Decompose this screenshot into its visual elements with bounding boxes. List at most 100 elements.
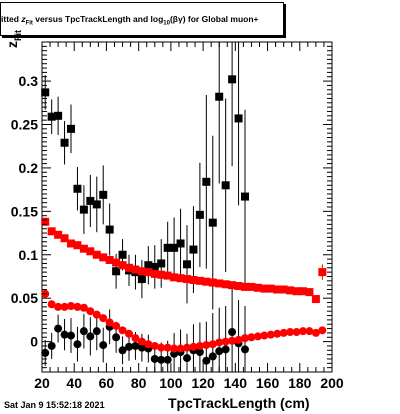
square-marker (60, 234, 69, 243)
square-marker (99, 253, 108, 262)
square-marker (234, 114, 243, 123)
circle-marker (305, 327, 314, 336)
circle-marker (118, 326, 127, 335)
square-marker (112, 267, 121, 276)
square-marker (105, 225, 114, 234)
square-marker (125, 263, 133, 272)
circle-marker (260, 331, 269, 340)
square-marker (266, 284, 275, 293)
square-marker (163, 271, 172, 280)
timestamp: Sat Jan 9 15:52:18 2021 (4, 400, 105, 410)
circle-marker (266, 330, 275, 339)
square-marker (183, 260, 191, 269)
circle-marker (241, 345, 249, 354)
circle-marker (292, 328, 301, 337)
circle-marker (163, 343, 172, 352)
square-marker (150, 269, 159, 278)
circle-marker (195, 341, 204, 350)
square-marker (234, 282, 243, 291)
circle-marker (286, 328, 295, 337)
circle-marker (144, 340, 153, 349)
square-marker (60, 138, 69, 147)
square-marker (170, 273, 179, 282)
square-marker (144, 268, 153, 277)
circle-marker (118, 346, 127, 355)
circle-marker (202, 356, 211, 365)
circle-marker (79, 327, 88, 336)
square-marker (202, 177, 211, 186)
title-log-sub: 10 (163, 20, 170, 27)
circle-marker (311, 328, 320, 337)
circle-marker (73, 340, 82, 349)
square-marker (208, 218, 217, 227)
square-marker (67, 239, 75, 248)
y-tick-label: 0.15 (11, 203, 38, 219)
circle-marker (183, 343, 191, 352)
y-axis-label: zFit (4, 30, 23, 48)
circle-marker (253, 332, 262, 341)
circle-marker (221, 345, 230, 354)
circle-marker (183, 354, 191, 363)
square-marker (47, 227, 56, 236)
x-tick-label: 80 (131, 375, 147, 391)
circle-marker (105, 318, 114, 327)
square-marker (41, 88, 50, 97)
circle-marker (79, 303, 88, 312)
title-pre: itted (1, 14, 22, 24)
square-marker (279, 285, 288, 294)
square-marker (99, 190, 108, 199)
square-marker (221, 181, 230, 190)
circle-marker (92, 327, 101, 336)
square-marker (118, 261, 127, 270)
square-marker (292, 287, 301, 296)
square-marker (67, 124, 75, 133)
circle-marker (157, 355, 166, 364)
square-marker (170, 243, 179, 252)
tick-labels: 20 40 60 80 100 120 140 160 180 200 0 0.05 0.1 0.15 0.… (11, 73, 344, 391)
x-tick-label: 140 (224, 375, 248, 391)
circle-marker (112, 321, 121, 330)
circle-marker (137, 337, 146, 346)
square-marker (92, 200, 101, 209)
square-marker (150, 262, 159, 271)
circle-marker (157, 343, 166, 352)
circle-marker (234, 335, 243, 344)
y-tick-label: 0.1 (19, 247, 39, 263)
title-post: (βγ) for Global muon+ (169, 14, 259, 24)
circle-marker (221, 337, 230, 346)
circle-marker (195, 348, 204, 357)
square-marker (253, 283, 262, 292)
square-marker (176, 239, 185, 248)
square-marker (305, 288, 314, 297)
circle-marker (163, 355, 172, 364)
square-marker (105, 255, 114, 264)
x-tick-label: 100 (159, 375, 183, 391)
title-z-sub: Fit (25, 20, 33, 27)
square-marker (311, 295, 320, 304)
square-marker (247, 282, 256, 291)
circle-marker (92, 310, 101, 319)
square-marker (47, 112, 56, 121)
circle-marker (47, 341, 56, 350)
square-marker (228, 75, 237, 84)
title-z: z (21, 14, 26, 24)
circle-marker (112, 333, 121, 342)
square-marker (54, 230, 63, 239)
square-marker (92, 250, 101, 259)
circle-marker (86, 307, 95, 316)
square-marker (195, 276, 204, 285)
circle-marker (208, 352, 217, 361)
axis-ticks (41, 42, 333, 372)
square-marker (157, 259, 166, 268)
circle-marker (99, 314, 108, 323)
x-tick-label: 180 (288, 375, 312, 391)
circle-marker (131, 334, 140, 343)
square-marker (131, 265, 140, 274)
circle-marker (60, 302, 69, 311)
square-marker (208, 278, 217, 287)
square-marker (112, 258, 121, 267)
y-axis-label-main: z (4, 41, 20, 48)
square-marker (163, 243, 172, 252)
